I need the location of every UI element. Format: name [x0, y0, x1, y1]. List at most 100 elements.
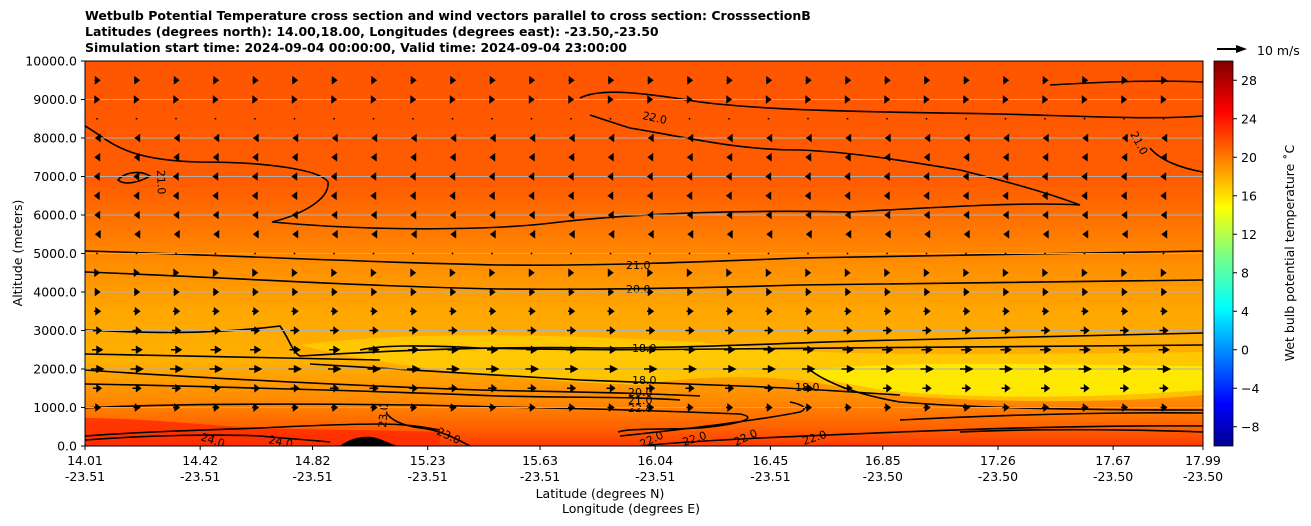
wind-vector — [528, 403, 536, 412]
wind-vector — [886, 252, 888, 255]
wind-vector — [291, 210, 298, 220]
wind-vector — [1002, 210, 1009, 220]
wind-vector — [686, 95, 693, 104]
colorbar-tick-label: 24 — [1241, 111, 1257, 126]
wind-vector — [842, 345, 854, 354]
wind-vector — [607, 403, 615, 412]
wind-vector — [766, 133, 773, 143]
wind-vector — [93, 172, 100, 181]
contour-label-21-left: 21.0 — [154, 170, 168, 195]
wind-vector — [1081, 268, 1088, 278]
wind-vector — [250, 345, 262, 354]
wind-vector — [723, 364, 737, 374]
wind-vector — [1042, 229, 1049, 239]
wind-vector — [1042, 268, 1049, 278]
y-tick-label: 10000.0 — [25, 54, 77, 69]
wind-vector — [805, 75, 812, 85]
title-line-1: Wetbulb Potential Temperature cross sect… — [85, 8, 811, 23]
wind-vector — [647, 95, 654, 104]
wind-vector — [687, 287, 694, 297]
wind-vector — [175, 117, 177, 120]
wind-vector — [370, 152, 377, 162]
wind-vector — [884, 210, 891, 220]
wind-vector — [1042, 133, 1049, 143]
wind-vector — [884, 75, 891, 85]
wind-vector — [292, 287, 299, 297]
wind-vector — [646, 191, 653, 201]
wind-vector — [94, 306, 102, 316]
wind-vector — [91, 364, 105, 374]
wind-vector — [93, 383, 103, 393]
wind-vector — [291, 268, 298, 278]
wind-vector — [288, 364, 303, 374]
contour-21-mid — [85, 250, 1203, 266]
wind-vector — [252, 210, 259, 220]
wind-vector — [1121, 95, 1128, 104]
wind-vector — [331, 268, 338, 278]
wind-vector — [685, 383, 695, 393]
wind-vector — [1080, 326, 1090, 335]
wind-vector — [1081, 152, 1088, 162]
wind-vector — [293, 117, 296, 120]
wind-vector — [1002, 306, 1010, 316]
contour-24-left — [85, 434, 331, 443]
wind-vector — [607, 152, 614, 162]
wind-vector — [252, 133, 259, 143]
fill-region-surface — [85, 418, 440, 446]
wind-vector — [529, 133, 536, 143]
wind-vector — [489, 210, 496, 220]
wind-vector — [292, 75, 299, 85]
colorbar-tick-label: 4 — [1241, 304, 1249, 319]
wind-vector — [1002, 268, 1009, 278]
wind-vector — [807, 252, 809, 255]
wind-vector — [252, 229, 259, 239]
wind-vector — [1041, 172, 1048, 181]
wind-vector — [845, 75, 852, 85]
wind-vector — [999, 364, 1014, 374]
wind-vector — [962, 191, 969, 201]
wind-vector — [528, 95, 535, 104]
wind-vector — [134, 229, 141, 239]
wind-vector — [726, 229, 733, 239]
wind-vector — [449, 306, 457, 316]
wind-vector — [173, 75, 180, 85]
wind-vector — [607, 210, 614, 220]
colorbar-tick-label: 8 — [1241, 265, 1249, 280]
wind-vector — [212, 152, 219, 162]
wind-vector — [686, 403, 694, 412]
wind-vector — [1120, 172, 1127, 181]
wind-vector — [647, 306, 655, 316]
wind-vector — [884, 306, 892, 316]
wind-vector — [530, 117, 533, 120]
wind-vector — [882, 345, 894, 354]
wind-vector — [291, 172, 298, 181]
y-tick-label: 7000.0 — [33, 169, 77, 184]
wind-vector — [213, 287, 220, 297]
wind-vector — [370, 191, 377, 201]
x-tick-label-lat: 16.85 — [865, 453, 901, 468]
wind-vector — [1081, 95, 1088, 104]
wind-vector — [329, 345, 341, 354]
wind-vector — [212, 306, 220, 316]
wind-vector — [331, 210, 338, 220]
contour-22-inner — [85, 403, 749, 433]
wind-vector — [1002, 403, 1010, 412]
wind-vector — [1083, 117, 1086, 120]
wind-vector — [767, 252, 770, 255]
wind-vector — [568, 95, 575, 104]
wind-vector — [726, 95, 733, 104]
wind-vector — [172, 383, 182, 393]
wind-vector — [725, 383, 735, 393]
wind-vector — [370, 268, 377, 278]
wind-vector — [371, 75, 378, 85]
wind-vector — [94, 287, 101, 297]
wind-vector — [451, 252, 454, 255]
wind-vector — [529, 229, 536, 239]
wind-vector — [567, 383, 577, 393]
wind-vector — [252, 75, 259, 85]
x-tick-label-lat: 15.63 — [522, 453, 558, 468]
wind-vector — [805, 287, 812, 297]
wind-vector — [213, 229, 220, 239]
wind-vector — [884, 95, 891, 104]
wind-vector — [764, 326, 774, 335]
